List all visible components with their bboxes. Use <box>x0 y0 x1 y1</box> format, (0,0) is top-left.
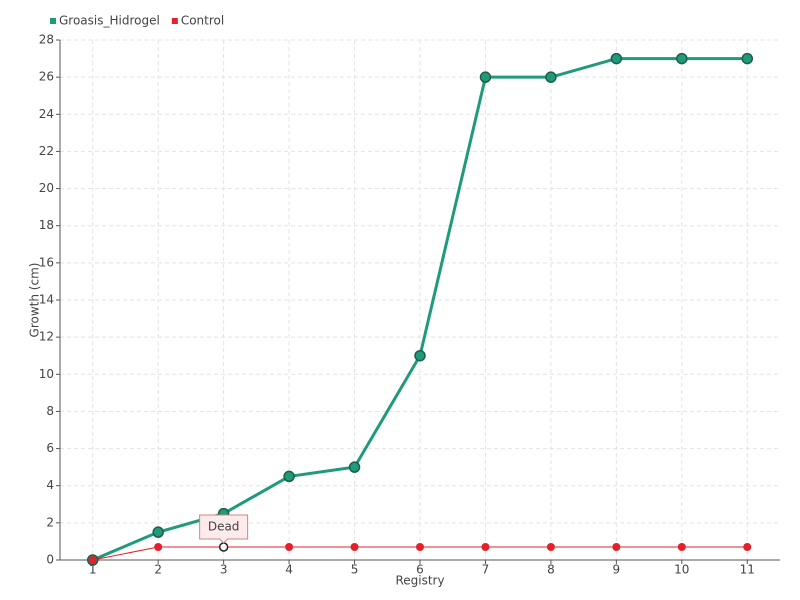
annotation-text: Dead <box>208 520 240 534</box>
data-point <box>677 543 686 551</box>
data-point <box>218 542 229 552</box>
data-point <box>414 349 426 362</box>
data-point <box>88 556 97 564</box>
x-tick-label: 7 <box>482 563 490 577</box>
legend-label: Control <box>181 14 224 28</box>
x-tick-label: 10 <box>674 563 689 577</box>
data-point <box>285 543 294 551</box>
x-tick-label: 8 <box>547 563 555 577</box>
y-tick-label: 16 <box>39 255 54 269</box>
y-tick-label: 12 <box>39 330 54 344</box>
y-tick-label: 8 <box>46 404 54 418</box>
y-tick-label: 28 <box>39 33 54 47</box>
data-point <box>676 52 688 65</box>
x-tick-label: 5 <box>351 563 359 577</box>
x-tick-label: 4 <box>285 563 293 577</box>
y-tick-label: 22 <box>39 144 54 158</box>
data-point <box>743 543 752 551</box>
data-point <box>610 52 623 65</box>
x-tick-label: 1 <box>89 563 97 577</box>
y-tick-label: 24 <box>39 107 54 121</box>
x-tick-label: 6 <box>416 563 424 577</box>
x-axis-label: Registry <box>395 574 444 588</box>
y-axis-label: Growth (cm) <box>28 263 42 338</box>
annotation-box <box>199 514 249 544</box>
y-tick-label: 18 <box>39 218 54 232</box>
data-point <box>152 526 164 538</box>
x-tick-label: 11 <box>740 563 755 577</box>
data-point <box>545 71 557 83</box>
y-tick-label: 0 <box>46 553 54 567</box>
legend-swatch <box>171 18 178 24</box>
data-point <box>546 543 555 551</box>
data-point <box>350 543 359 551</box>
data-point <box>479 71 492 83</box>
y-tick-label: 2 <box>46 515 54 529</box>
data-point <box>348 461 361 473</box>
x-tick-label: 2 <box>154 563 162 577</box>
y-tick-label: 6 <box>46 441 54 455</box>
data-point <box>283 470 295 483</box>
data-point <box>416 543 424 551</box>
y-tick-label: 26 <box>39 70 54 84</box>
legend-swatch <box>50 18 56 24</box>
x-tick-label: 9 <box>613 563 621 577</box>
y-tick-label: 20 <box>39 181 54 195</box>
y-tick-label: 14 <box>39 293 54 307</box>
y-tick-label: 10 <box>39 367 54 381</box>
data-point <box>481 543 490 551</box>
y-tick-label: 4 <box>46 478 54 492</box>
x-tick-label: 3 <box>220 563 228 577</box>
data-point <box>612 543 621 551</box>
data-point <box>741 52 754 65</box>
legend-label: Groasis_Hidrogel <box>59 14 160 28</box>
data-point <box>154 543 163 551</box>
